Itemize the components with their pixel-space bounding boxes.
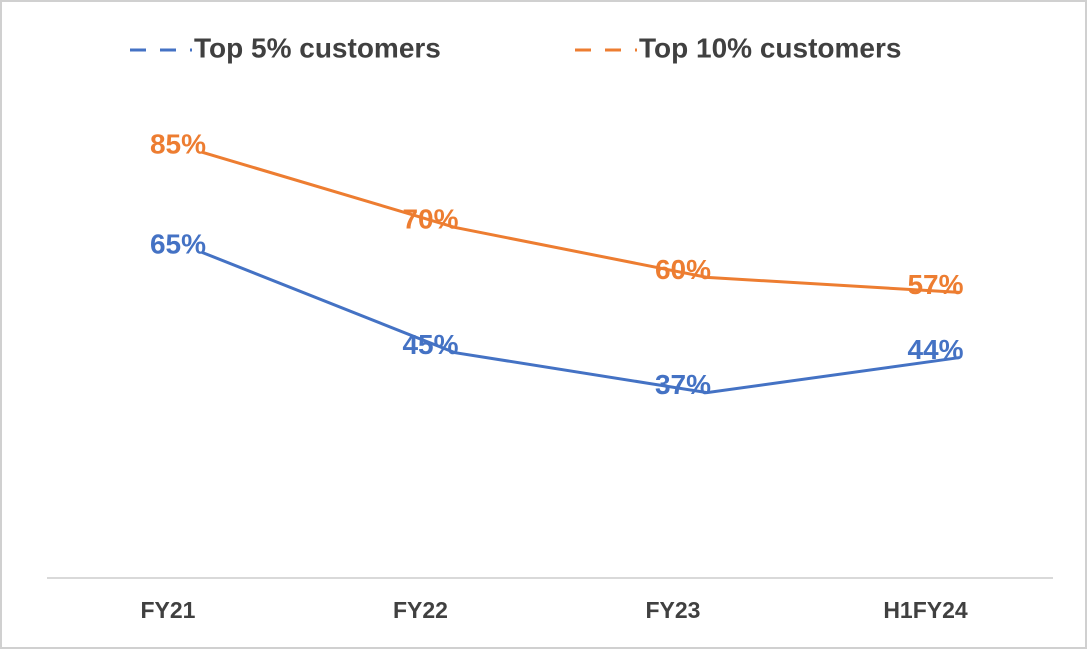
legend-label: Top 10% customers [639,32,901,63]
series-line [201,150,960,294]
data-label: 57% [907,269,963,300]
x-tick-label: FY21 [141,597,196,623]
legend-label: Top 5% customers [194,32,441,63]
x-tick-label: FY23 [646,597,701,623]
x-tick-label: FY22 [393,597,448,623]
data-label: 60% [655,254,711,285]
data-label: 85% [150,129,206,160]
data-label: 70% [402,204,458,235]
data-label: 45% [402,329,458,360]
x-tick-label: H1FY24 [883,597,968,623]
series-line [201,250,960,395]
data-label: 37% [655,369,711,400]
data-label: 65% [150,229,206,260]
data-label: 44% [907,334,963,365]
